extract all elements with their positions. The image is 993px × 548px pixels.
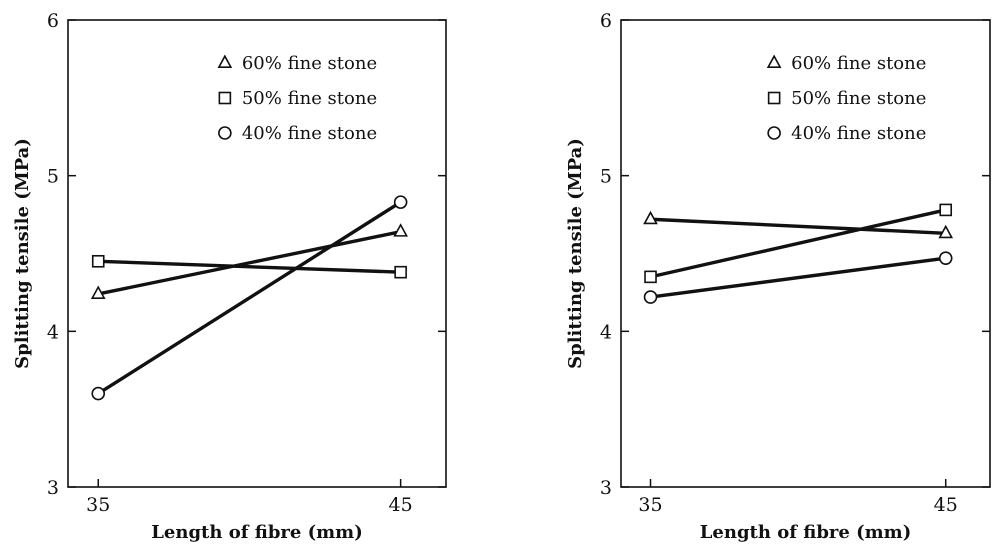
- x-tick-label: 45: [934, 494, 958, 516]
- x-tick-label: 35: [86, 494, 110, 516]
- data-point-triangle: [643, 210, 658, 225]
- x-tick-label: 45: [389, 494, 413, 516]
- series-line-circle: [96, 200, 403, 396]
- legend-label: 40% fine stone: [791, 123, 926, 144]
- data-point-triangle: [938, 224, 954, 239]
- y-axis-title: Splitting tensile (MPa): [12, 138, 33, 369]
- legend-label: 60% fine stone: [242, 53, 377, 74]
- legend-circle-icon: [218, 126, 232, 140]
- x-axis-title: Length of fibre (mm): [151, 522, 362, 543]
- series-line-circle: [648, 256, 948, 299]
- data-point-circle: [91, 386, 106, 401]
- data-point-square: [939, 203, 953, 217]
- series-line-square: [648, 208, 948, 279]
- data-point-circle: [938, 251, 953, 265]
- series-line-square: [96, 259, 403, 274]
- y-tick-label: 6: [47, 10, 59, 32]
- plot-frame: [620, 19, 991, 488]
- legend-square-icon: [218, 91, 232, 105]
- y-tick-label: 4: [600, 321, 612, 343]
- data-point-square: [91, 254, 105, 268]
- legend-triangle-icon: [766, 54, 782, 68]
- data-point-circle: [393, 195, 408, 209]
- legend-label: 40% fine stone: [242, 123, 377, 144]
- legend-square-icon: [767, 91, 781, 105]
- x-axis-title: Length of fibre (mm): [700, 522, 911, 543]
- legend-circle-icon: [767, 126, 781, 140]
- y-tick-label: 3: [47, 477, 59, 499]
- legend-label: 50% fine stone: [791, 88, 926, 109]
- y-tick-label: 5: [47, 166, 59, 188]
- data-point-square: [644, 270, 657, 284]
- x-tick-label: 35: [638, 494, 662, 516]
- y-tick-label: 5: [600, 166, 612, 188]
- series-line-triangle: [96, 230, 403, 296]
- data-point-triangle: [393, 223, 408, 237]
- legend-triangle-icon: [217, 54, 233, 68]
- y-tick-label: 3: [600, 477, 612, 499]
- series-line-triangle: [648, 217, 948, 235]
- plot-frame: [67, 19, 447, 488]
- y-tick-label: 4: [47, 321, 59, 343]
- data-point-square: [394, 265, 407, 279]
- y-axis-title: Splitting tensile (MPa): [565, 138, 586, 369]
- data-point-triangle: [90, 285, 106, 299]
- legend-label: 50% fine stone: [242, 88, 377, 109]
- data-point-circle: [643, 290, 658, 304]
- legend-label: 60% fine stone: [791, 53, 926, 74]
- y-tick-label: 6: [600, 10, 612, 32]
